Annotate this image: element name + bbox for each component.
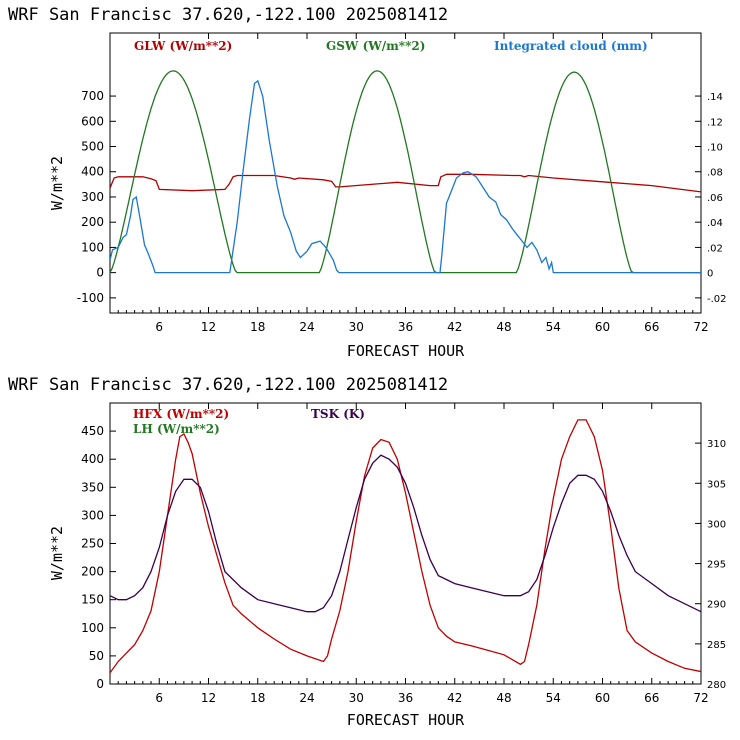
x-tick-label: 60 <box>595 320 610 334</box>
y-axis-label: W/m**2 <box>48 526 66 580</box>
y2-tick-label: .10 <box>707 143 723 154</box>
series-line-2 <box>110 79 701 274</box>
x-tick-label: 54 <box>546 320 561 334</box>
y2-tick-label: 290 <box>707 600 726 611</box>
x-tick-label: 72 <box>693 691 708 705</box>
x-tick-label: 42 <box>447 320 462 334</box>
legend-entry: Integrated cloud (mm) <box>494 39 648 53</box>
x-tick-label: 24 <box>299 691 314 705</box>
y2-tick-label: .02 <box>707 243 723 254</box>
x-tick-label: 6 <box>155 691 163 705</box>
y2-tick-label: .06 <box>707 193 723 204</box>
y2-tick-label: 305 <box>707 479 726 490</box>
x-tick-label: 18 <box>250 691 265 705</box>
y-tick-label: 0 <box>96 677 104 691</box>
y-tick-label: 350 <box>81 480 104 494</box>
series-line-1 <box>110 70 701 274</box>
y2-tick-label: -.02 <box>707 294 727 305</box>
x-tick-label: 18 <box>250 320 265 334</box>
y-tick-label: 200 <box>81 215 104 229</box>
x-tick-label: 66 <box>644 691 659 705</box>
y-tick-label: 400 <box>81 452 104 466</box>
y2-tick-label: .08 <box>707 168 723 179</box>
x-tick-label: 48 <box>496 691 511 705</box>
legend-entry: LH (W/m**2) <box>133 422 220 436</box>
x-tick-label: 72 <box>693 320 708 334</box>
x-tick-label: 12 <box>201 320 216 334</box>
x-axis-label: FORECAST HOUR <box>347 342 465 360</box>
plot-frame <box>109 32 702 314</box>
y-tick-label: 0 <box>96 266 104 280</box>
y-tick-label: 700 <box>81 89 104 103</box>
x-tick-label: 24 <box>299 320 314 334</box>
x-tick-label: 42 <box>447 691 462 705</box>
y-tick-label: 200 <box>81 565 104 579</box>
y-tick-label: 300 <box>81 508 104 522</box>
legend-entry: TSK (K) <box>311 407 365 421</box>
y-tick-label: 100 <box>81 621 104 635</box>
x-tick-label: 66 <box>644 320 659 334</box>
series-line-2 <box>110 454 701 613</box>
y2-tick-label: .12 <box>707 117 723 128</box>
x-tick-label: 30 <box>349 691 364 705</box>
y2-tick-label: 300 <box>707 519 726 530</box>
y-tick-label: 50 <box>89 649 104 663</box>
y2-tick-label: 295 <box>707 560 726 571</box>
series-line-0 <box>110 419 701 674</box>
y-tick-label: 250 <box>81 537 104 551</box>
chart-title: WRF San Francisc 37.620,-122.100 2025081… <box>8 5 448 25</box>
y-tick-label: 100 <box>81 240 104 254</box>
y2-tick-label: 0 <box>707 269 713 280</box>
x-tick-label: 36 <box>398 320 413 334</box>
y2-tick-label: 310 <box>707 439 726 450</box>
x-tick-label: 54 <box>546 691 561 705</box>
x-tick-label: 48 <box>496 320 511 334</box>
y-tick-label: -100 <box>77 291 104 305</box>
y-axis-label: W/m**2 <box>48 156 66 210</box>
y2-tick-label: 280 <box>707 680 726 691</box>
legend-entry: HFX (W/m**2) <box>133 407 229 421</box>
y-tick-label: 500 <box>81 140 104 154</box>
y-tick-label: 400 <box>81 165 104 179</box>
y-tick-label: 300 <box>81 190 104 204</box>
y-tick-label: 450 <box>81 424 104 438</box>
x-axis-label: FORECAST HOUR <box>347 711 465 729</box>
y-tick-label: 600 <box>81 114 104 128</box>
x-tick-label: 6 <box>155 320 163 334</box>
legend-entry: GSW (W/m**2) <box>326 39 425 53</box>
x-tick-label: 30 <box>349 320 364 334</box>
y2-tick-label: .14 <box>707 92 723 103</box>
y2-tick-label: .04 <box>707 218 723 229</box>
chart-title: WRF San Francisc 37.620,-122.100 2025081… <box>8 375 448 395</box>
x-tick-label: 36 <box>398 691 413 705</box>
legend-entry: GLW (W/m**2) <box>134 39 232 53</box>
x-tick-label: 60 <box>595 691 610 705</box>
series-line-0 <box>110 173 701 193</box>
y2-tick-label: 285 <box>707 640 726 651</box>
y-tick-label: 150 <box>81 593 104 607</box>
x-tick-label: 12 <box>201 691 216 705</box>
